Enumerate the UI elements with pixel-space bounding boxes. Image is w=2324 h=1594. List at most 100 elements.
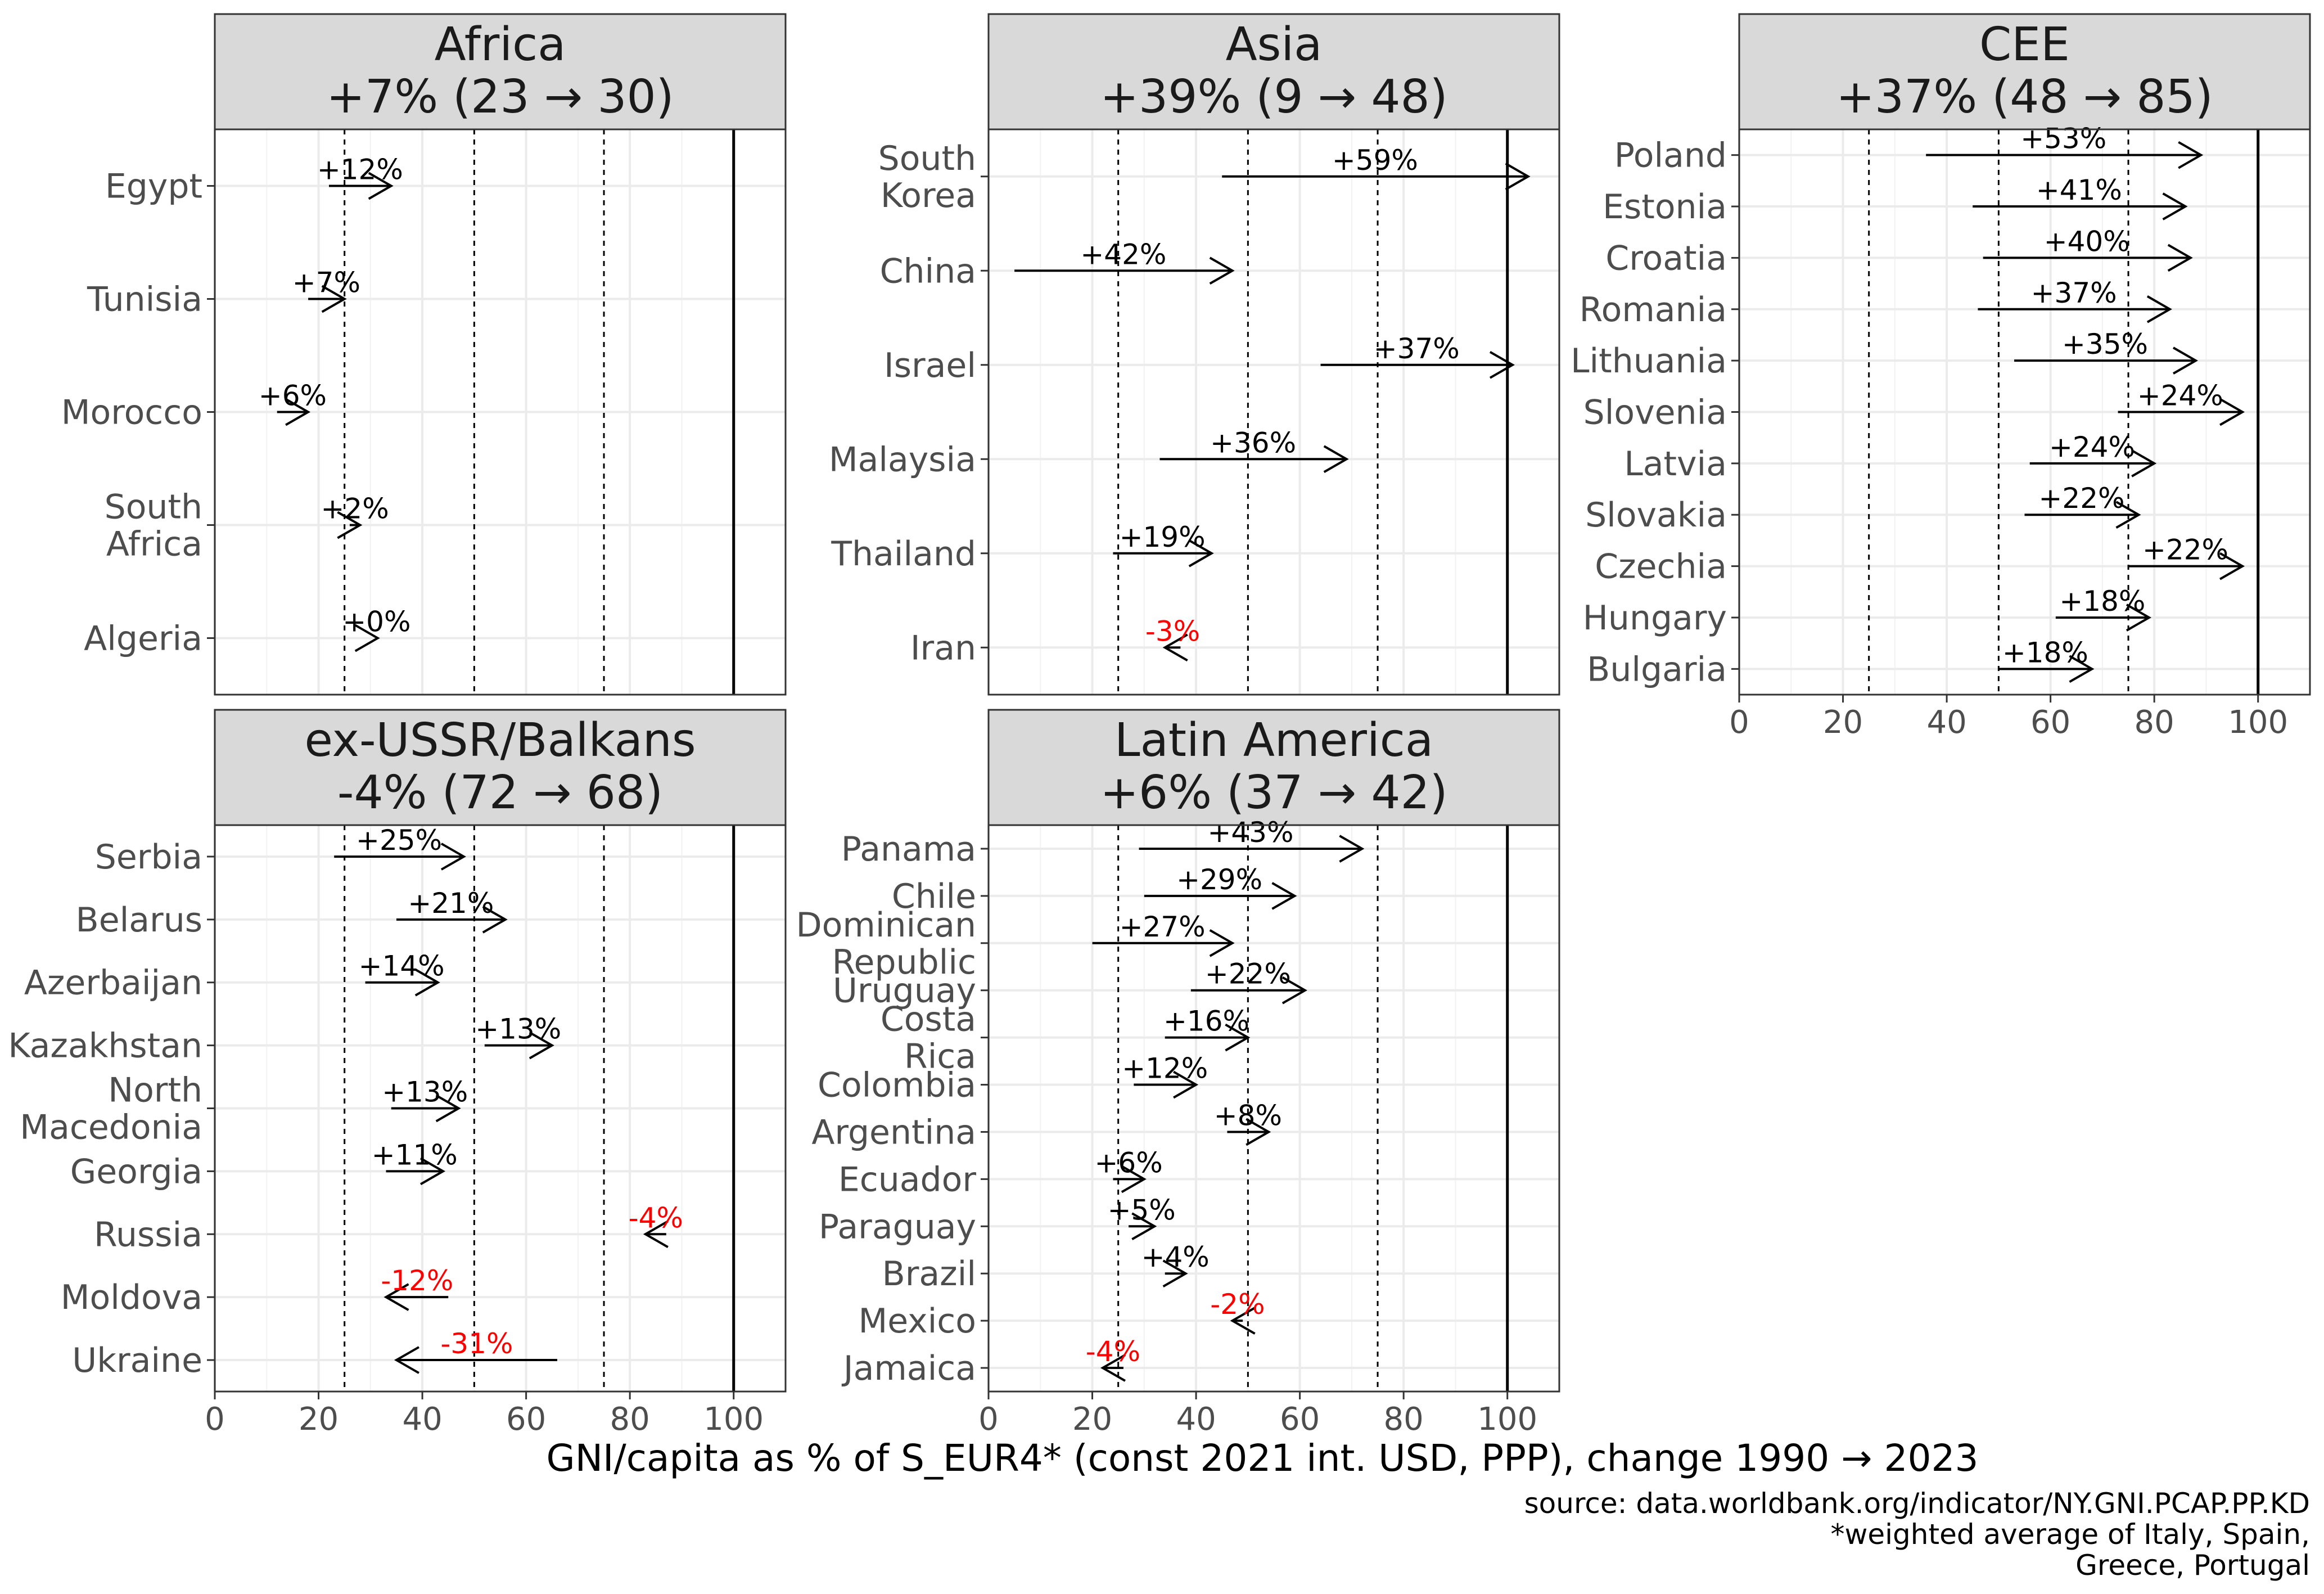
- x-tick-label: 60: [506, 1401, 546, 1438]
- arrow-head-lithuania: [2173, 346, 2199, 375]
- category-label-romania: Romania: [1580, 290, 1727, 330]
- arrow-head-uruguay: [1281, 976, 1307, 1005]
- category-label-serbia: Serbia: [95, 837, 202, 877]
- arrow-head-croatia: [2167, 244, 2193, 272]
- value-label-mexico: -2%: [1210, 1288, 1265, 1321]
- value-label-dominican-republic: +27%: [1120, 911, 1206, 943]
- footnote-caption-line1: *weighted average of Italy, Spain,: [1831, 1518, 2311, 1551]
- x-tick-label: 0: [205, 1401, 225, 1438]
- value-label-paraguay: +5%: [1108, 1194, 1176, 1226]
- category-label-algeria: Algeria: [84, 619, 202, 659]
- category-label-paraguay: Paraguay: [819, 1207, 976, 1246]
- value-label-panama: +43%: [1207, 816, 1293, 849]
- category-label-ecuador: Ecuador: [838, 1160, 976, 1199]
- category-label-south-korea: South Korea: [878, 139, 976, 215]
- category-label-costa-rica: Costa Rica: [881, 1000, 976, 1077]
- panel-cee: CEE+37% (48 → 85)+53% Poland +41% Estonia +4…: [1571, 13, 2311, 741]
- category-label-georgia: Georgia: [70, 1152, 202, 1191]
- x-tick-label: 40: [1926, 704, 1966, 741]
- facet-strip: [1738, 13, 2311, 130]
- x-tick-label: 40: [1176, 1401, 1216, 1438]
- x-tick-label: 80: [2135, 704, 2174, 741]
- arrow-head-morocco: [285, 398, 311, 426]
- value-label-lithuania: +35%: [2062, 328, 2148, 361]
- arrow-head-ecuador: [1121, 1165, 1147, 1194]
- arrow-head-slovenia: [2219, 398, 2245, 426]
- category-label-kazakhstan: Kazakhstan: [8, 1026, 202, 1066]
- arrow-head-thailand: [1188, 539, 1214, 568]
- category-label-colombia: Colombia: [818, 1066, 976, 1105]
- category-label-chile: Chile: [892, 877, 976, 916]
- x-tick-label: 0: [1729, 704, 1749, 741]
- arrow-head-israel: [1489, 351, 1515, 379]
- value-label-slovenia: +24%: [2137, 380, 2223, 412]
- panel-ex-ussr-balkans: ex-USSR/Balkans-4% (72 → 68) +25% Serbia +2…: [8, 709, 787, 1438]
- x-tick-label: 60: [2030, 704, 2070, 741]
- value-label-georgia: +11%: [372, 1138, 458, 1171]
- value-label-poland: +53%: [2020, 123, 2106, 155]
- arrow-head-slovakia: [2115, 501, 2141, 529]
- arrow-head-poland: [2178, 141, 2204, 169]
- value-label-slovakia: +22%: [2038, 482, 2124, 515]
- value-label-kazakhstan: +13%: [475, 1013, 561, 1046]
- value-label-croatia: +40%: [2044, 225, 2130, 258]
- arrow-head-egypt: [368, 172, 394, 200]
- value-label-ecuador: +6%: [1095, 1146, 1163, 1179]
- panel-border: [214, 824, 787, 1393]
- arrow-head-dominican-republic: [1209, 929, 1235, 957]
- arrow-head-china: [1209, 256, 1235, 285]
- category-label-egypt: Egypt: [105, 167, 202, 206]
- category-label-ukraine: Ukraine: [72, 1341, 202, 1380]
- x-tick-label: 100: [2228, 704, 2288, 741]
- value-label-romania: +37%: [2031, 277, 2117, 309]
- arrow-head-kazakhstan: [529, 1031, 554, 1060]
- category-label-malaysia: Malaysia: [829, 440, 976, 479]
- category-label-estonia: Estonia: [1603, 187, 1727, 227]
- category-label-panama: Panama: [841, 830, 976, 869]
- category-label-israel: Israel: [884, 346, 976, 385]
- footnote-caption-line2: Greece, Portugal: [2075, 1549, 2310, 1582]
- facet-strip: [987, 709, 1560, 826]
- facet-summary: +39% (9 → 48): [1100, 70, 1447, 124]
- arrow-head-jamaica: [1100, 1354, 1126, 1382]
- value-label-israel: +37%: [1374, 332, 1460, 365]
- value-label-brazil: +4%: [1141, 1241, 1210, 1273]
- arrow-head-moldova: [383, 1283, 409, 1311]
- facet-title: ex-USSR/Balkans: [304, 714, 696, 767]
- arrow-head-mexico: [1230, 1307, 1256, 1335]
- source-caption: source: data.worldbank.org/indicator/NY.…: [1524, 1487, 2310, 1520]
- panel-border: [1738, 128, 2311, 696]
- value-label-bulgaria: +18%: [2002, 636, 2088, 669]
- value-label-belarus: +21%: [408, 887, 494, 920]
- value-label-hungary: +18%: [2059, 585, 2145, 618]
- arrow-head-iran: [1162, 633, 1188, 661]
- facet-strip: [987, 13, 1560, 130]
- panel-border: [214, 128, 787, 696]
- value-label-moldova: -12%: [381, 1264, 453, 1297]
- arrow-head-chile: [1271, 882, 1297, 910]
- x-tick-label: 80: [610, 1401, 650, 1438]
- value-label-china: +42%: [1080, 238, 1166, 271]
- arrow-head-belarus: [482, 906, 508, 934]
- value-label-russia: -4%: [629, 1201, 683, 1234]
- value-label-azerbaijan: +14%: [359, 950, 445, 983]
- x-tick-label: 100: [1477, 1401, 1537, 1438]
- value-label-costa-rica: +16%: [1163, 1005, 1249, 1038]
- value-label-serbia: +25%: [356, 824, 442, 857]
- category-label-bulgaria: Bulgaria: [1587, 650, 1727, 689]
- arrow-head-paraguay: [1131, 1212, 1157, 1241]
- x-tick-label: 20: [1823, 704, 1863, 741]
- x-tick-label: 60: [1280, 1401, 1320, 1438]
- facet-title: Africa: [435, 18, 566, 71]
- panel-latin-america: Latin America+6% (37 → 42)+43% Panama +29%…: [796, 709, 1560, 1438]
- arrow-head-tunisia: [321, 285, 347, 313]
- category-label-hungary: Hungary: [1583, 598, 1727, 638]
- category-label-moldova: Moldova: [61, 1278, 202, 1317]
- arrow-head-estonia: [2162, 192, 2188, 220]
- value-label-uruguay: +22%: [1205, 958, 1291, 990]
- category-label-mexico: Mexico: [858, 1302, 976, 1341]
- facet-title: CEE: [1979, 18, 2070, 71]
- x-tick-label: 80: [1384, 1401, 1424, 1438]
- arrow-head-romania: [2146, 295, 2172, 323]
- category-label-iran: Iran: [910, 628, 976, 668]
